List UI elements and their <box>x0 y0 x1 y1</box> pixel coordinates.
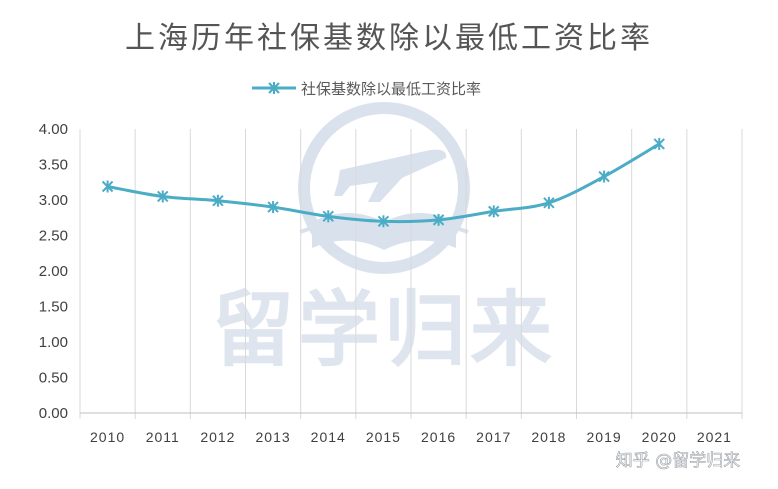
data-point <box>267 201 279 214</box>
data-point <box>212 194 224 207</box>
y-tick-label: 3.00 <box>39 192 68 209</box>
x-tick-label: 2015 <box>366 429 401 445</box>
y-tick-label: 1.00 <box>39 334 68 351</box>
data-point <box>488 205 500 218</box>
legend-label: 社保基数除以最低工资比率 <box>301 80 481 98</box>
x-tick-label: 2012 <box>200 429 235 445</box>
data-point <box>432 213 445 226</box>
x-tick-label: 2021 <box>697 429 732 445</box>
legend-swatch-marker-icon <box>268 82 280 94</box>
data-point <box>653 137 665 150</box>
data-point <box>598 170 610 183</box>
x-tick-label: 2011 <box>146 429 180 445</box>
credit-text: 知乎 @留学归来 <box>616 451 740 471</box>
x-tick-label: 2014 <box>311 429 346 445</box>
x-tick-label: 2010 <box>90 429 125 445</box>
y-tick-label: 3.50 <box>39 157 68 174</box>
gridlines <box>79 129 743 419</box>
chart-title: 上海历年社保基数除以最低工资比率 <box>125 21 653 56</box>
x-tick-label: 2016 <box>421 429 456 445</box>
data-point <box>157 190 169 203</box>
data-point <box>377 215 390 228</box>
airplane-book-logo-icon <box>298 102 470 274</box>
data-point <box>543 196 555 209</box>
x-tick-label: 2018 <box>531 429 566 445</box>
watermark-text: 留学归来 <box>212 283 556 378</box>
x-tick-label: 2020 <box>642 429 677 445</box>
y-tick-label: 2.00 <box>39 263 68 280</box>
axes: 0.00 0.50 1.00 1.50 2.00 2.50 3.00 3.50 4.00 2010… <box>39 121 742 445</box>
chart-legend: 社保基数除以最低工资比率 <box>252 80 481 98</box>
x-tick-label: 2013 <box>256 429 291 445</box>
data-point <box>322 210 334 223</box>
x-tick-label: 2017 <box>476 429 511 445</box>
y-tick-label: 4.00 <box>39 121 68 138</box>
y-tick-label: 0.50 <box>39 370 68 387</box>
y-tick-label: 2.50 <box>39 228 68 245</box>
y-tick-label: 0.00 <box>39 405 68 422</box>
x-tick-label: 2019 <box>587 429 622 445</box>
series <box>101 137 665 228</box>
data-point <box>101 180 114 193</box>
y-tick-label: 1.50 <box>39 299 68 316</box>
